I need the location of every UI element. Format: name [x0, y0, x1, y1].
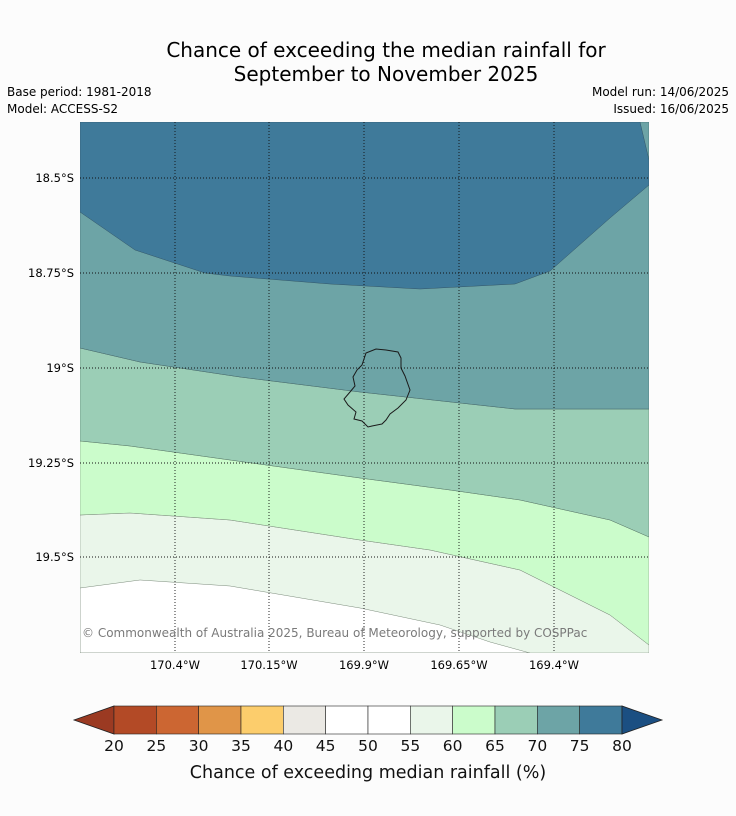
model-name: Model: ACCESS-S2: [7, 102, 119, 116]
colorbar-segment: [240, 705, 284, 735]
title-line-2: September to November 2025: [233, 62, 539, 86]
lon-label: 170.15°W: [240, 658, 297, 672]
island-outline: [343, 348, 411, 428]
longitude-labels: 170.4°W 170.15°W 169.9°W 169.65°W 169.4°…: [150, 658, 579, 672]
meta-right: Model run: 14/06/2025 Issued: 16/06/2025: [592, 84, 729, 118]
lat-label: 19.25°S: [28, 456, 74, 470]
map-panel: [80, 122, 649, 653]
model-run: Model run: 14/06/2025: [591, 85, 729, 99]
colorbar-extend-low: [72, 705, 115, 735]
colorbar-tick-label: 30: [189, 737, 209, 755]
colorbar-tick-label: 50: [358, 737, 378, 755]
colorbar-tick-label: 60: [443, 737, 463, 755]
latitude-labels: 18.5°S 18.75°S 19°S 19.25°S 19.5°S: [28, 171, 74, 564]
colorbar-label: Chance of exceeding median rainfall (%): [190, 763, 546, 783]
lon-label: 169.65°W: [430, 658, 487, 672]
map-title: Chance of exceeding the median rainfall …: [0, 38, 736, 86]
colorbar-extend-high: [621, 705, 664, 735]
graticule: [80, 122, 649, 653]
colorbar-tick-label: 40: [273, 737, 293, 755]
colorbar-tick-label: 55: [400, 737, 420, 755]
colorbar-segment: [452, 705, 496, 735]
colorbar-segment: [198, 705, 242, 735]
lon-label: 169.9°W: [339, 658, 389, 672]
lon-label: 169.4°W: [529, 658, 579, 672]
zone-above-75: [80, 122, 649, 290]
colorbar-segment: [494, 705, 538, 735]
colorbar-tick-label: 25: [146, 737, 166, 755]
colorbar-tick-label: 20: [104, 737, 124, 755]
lat-label: 19°S: [46, 361, 74, 375]
copyright-note: © Commonwealth of Australia 2025, Bureau…: [82, 626, 587, 640]
colorbar-segment: [410, 705, 453, 735]
colorbar-segment: [113, 705, 157, 735]
lat-label: 19.5°S: [35, 550, 74, 564]
colorbar-segment: [325, 705, 369, 735]
lat-label: 18.5°S: [35, 171, 74, 185]
issued-date: Issued: 16/06/2025: [613, 102, 729, 116]
colorbar-segment: [579, 705, 623, 735]
colorbar-tick-label: 45: [316, 737, 336, 755]
title-line-1: Chance of exceeding the median rainfall …: [166, 38, 606, 62]
colorbar-tick-label: 70: [527, 737, 547, 755]
colorbar-segment: [537, 705, 580, 735]
colorbar-tick-label: 35: [231, 737, 251, 755]
colorbar-segment: [367, 705, 411, 735]
colorbar: 20 25 30 35 40 45 50 55 60 65 70 75 80: [72, 705, 664, 755]
lat-label: 18.75°S: [28, 266, 74, 280]
colorbar-tick-label: 80: [612, 737, 632, 755]
colorbar-segment: [283, 705, 326, 735]
colorbar-segment: [156, 705, 199, 735]
base-period: Base period: 1981-2018: [7, 85, 152, 99]
colorbar-tick-label: 65: [485, 737, 505, 755]
meta-left: Base period: 1981-2018 Model: ACCESS-S2: [7, 84, 152, 118]
colorbar-tick-label: 75: [570, 737, 590, 755]
lon-label: 170.4°W: [150, 658, 200, 672]
